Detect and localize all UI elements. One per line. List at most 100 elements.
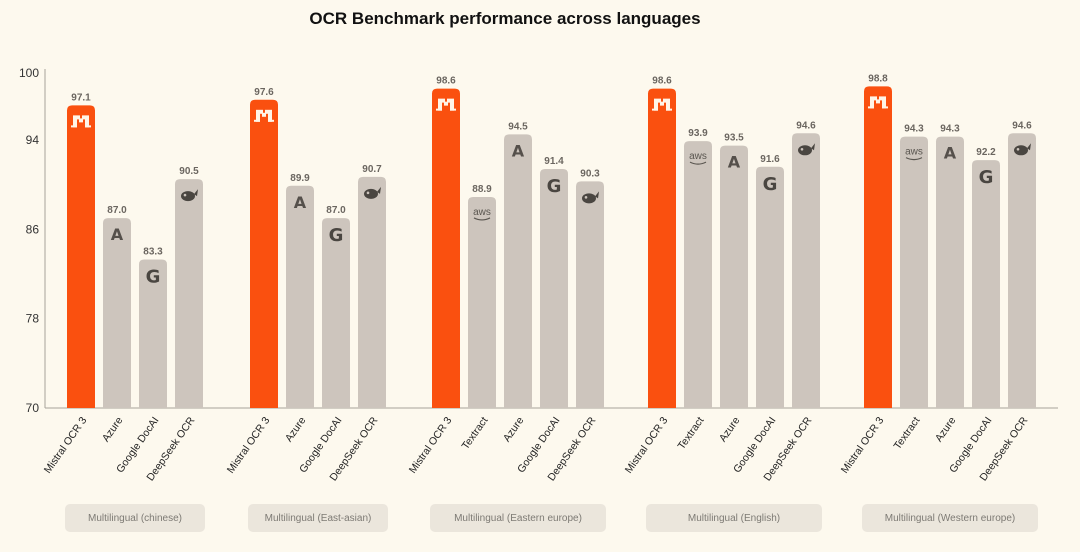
data-label: 88.9	[472, 184, 492, 195]
deepseek-icon	[1014, 143, 1031, 156]
y-tick-label: 78	[26, 312, 40, 326]
bar-group: 98.8 Mistral OCR 3 94.3 aws Textract 94.3 A Azu…	[839, 73, 1036, 483]
x-tick-label: Textract	[676, 415, 707, 452]
bar	[175, 179, 203, 408]
data-label: 93.9	[688, 128, 708, 139]
svg-text:A: A	[944, 144, 957, 163]
google-icon: G	[146, 266, 161, 287]
svg-text:aws: aws	[905, 147, 923, 158]
deepseek-icon	[181, 189, 198, 202]
y-tick-label: 70	[26, 401, 40, 415]
data-label: 90.7	[362, 164, 382, 175]
data-label: 91.6	[760, 154, 780, 165]
data-label: 89.9	[290, 173, 310, 184]
y-tick-label: 86	[26, 222, 40, 236]
mistral-icon	[652, 98, 672, 111]
bar	[139, 259, 167, 408]
deepseek-icon	[582, 191, 599, 204]
x-tick-label: Azure	[933, 415, 959, 444]
bar	[432, 88, 460, 408]
bar	[972, 160, 1000, 408]
bar-group: 98.6 Mistral OCR 3 88.9 aws Textract 94.5 A Azu…	[407, 76, 604, 483]
bar	[540, 169, 568, 408]
data-label: 94.3	[904, 124, 924, 135]
x-tick-label: Mistral OCR 3	[839, 415, 887, 476]
svg-text:G: G	[329, 225, 344, 246]
data-label: 90.3	[580, 168, 600, 179]
azure-icon: A	[294, 193, 307, 212]
y-tick-label: 94	[26, 133, 40, 147]
bar	[67, 105, 95, 408]
data-label: 94.3	[940, 124, 960, 135]
group-label: Multilingual (chinese)	[65, 504, 205, 532]
x-tick-label: Azure	[100, 415, 126, 444]
data-label: 94.5	[508, 121, 528, 132]
x-tick-label: Azure	[501, 415, 527, 444]
bar	[103, 218, 131, 408]
google-icon: G	[979, 167, 994, 188]
aws-icon: aws	[689, 151, 707, 165]
bar	[792, 133, 820, 409]
x-tick-label: Mistral OCR 3	[623, 415, 671, 476]
bar	[504, 134, 532, 408]
group-label: Multilingual (Eastern europe)	[430, 504, 606, 532]
bar	[1008, 133, 1036, 409]
svg-text:A: A	[111, 225, 124, 244]
svg-text:G: G	[146, 266, 161, 287]
x-tick-label: Azure	[283, 415, 309, 444]
bar	[322, 218, 350, 408]
svg-text:aws: aws	[473, 207, 491, 218]
bar	[900, 136, 928, 408]
data-label: 94.6	[1012, 120, 1032, 131]
aws-icon: aws	[905, 147, 923, 161]
data-label: 87.0	[107, 205, 127, 216]
svg-text:aws: aws	[689, 151, 707, 162]
google-icon: G	[329, 225, 344, 246]
mistral-icon	[254, 109, 274, 122]
x-tick-label: Mistral OCR 3	[225, 415, 273, 476]
data-label: 98.6	[652, 76, 672, 87]
deepseek-icon	[798, 143, 815, 156]
bar	[358, 176, 386, 408]
data-label: 91.4	[544, 156, 564, 167]
mistral-icon	[868, 96, 888, 109]
bar	[720, 145, 748, 409]
bar	[468, 196, 496, 408]
group-label: Multilingual (Western europe)	[862, 504, 1038, 532]
bar	[286, 185, 314, 408]
data-label: 94.6	[796, 120, 816, 131]
bar	[648, 88, 676, 408]
x-tick-label: Mistral OCR 3	[407, 415, 455, 476]
group-label: Multilingual (English)	[646, 504, 822, 532]
svg-text:A: A	[512, 141, 525, 160]
x-tick-label: Textract	[892, 415, 923, 452]
azure-icon: A	[944, 144, 957, 163]
deepseek-icon	[364, 186, 381, 199]
bar	[576, 181, 604, 408]
aws-icon: aws	[473, 207, 491, 221]
azure-icon: A	[111, 225, 124, 244]
svg-text:A: A	[728, 153, 741, 172]
data-label: 87.0	[326, 205, 346, 216]
mistral-icon	[71, 115, 91, 128]
bar	[250, 99, 278, 409]
bar	[864, 86, 892, 409]
google-icon: G	[763, 174, 778, 195]
chart-title: OCR Benchmark performance across languag…	[309, 9, 701, 28]
svg-text:A: A	[294, 193, 307, 212]
data-label: 83.3	[143, 246, 163, 257]
data-label: 98.8	[868, 73, 888, 84]
bar	[936, 136, 964, 408]
google-icon: G	[547, 176, 562, 197]
data-label: 98.6	[436, 76, 456, 87]
data-label: 97.1	[71, 92, 91, 103]
bar-group: 98.6 Mistral OCR 3 93.9 aws Textract 93.5 A Azu…	[623, 76, 820, 483]
svg-text:G: G	[763, 174, 778, 195]
data-label: 93.5	[724, 133, 744, 144]
data-label: 97.6	[254, 87, 274, 98]
mistral-icon	[436, 98, 456, 111]
azure-icon: A	[512, 141, 525, 160]
